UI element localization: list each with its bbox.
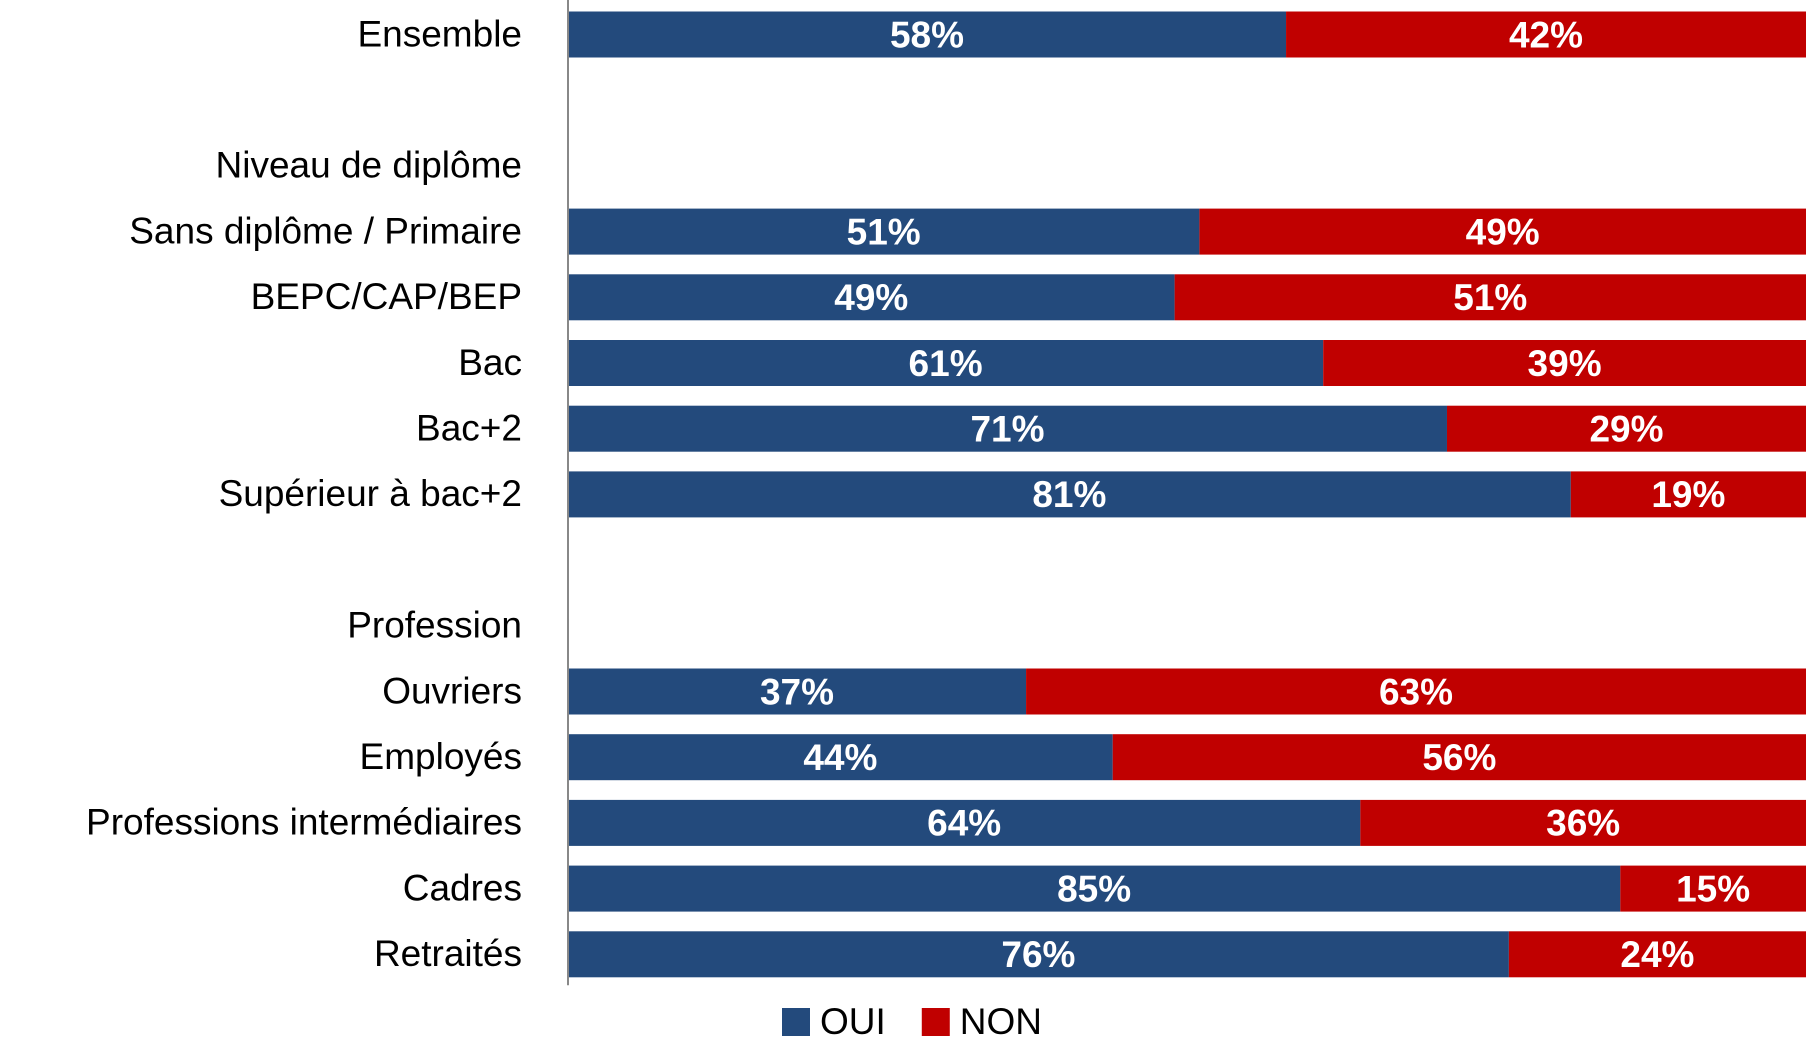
bar-segment xyxy=(568,274,1175,321)
value-label: 49% xyxy=(1466,211,1540,252)
bar-segment xyxy=(1508,931,1806,978)
category-label: Niveau de diplôme xyxy=(216,145,522,186)
value-label: 37% xyxy=(760,671,834,712)
category-label: Bac+2 xyxy=(416,407,522,448)
category-label: Supérieur à bac+2 xyxy=(219,473,522,514)
legend-label: OUI xyxy=(820,1001,886,1038)
category-label: Bac xyxy=(458,342,522,383)
bar-segment xyxy=(568,865,1621,912)
legend-label: NON xyxy=(960,1001,1042,1038)
category-label: Cadres xyxy=(403,867,522,908)
bar-segment xyxy=(568,340,1324,386)
bar-segment xyxy=(1360,799,1806,846)
bar-segment xyxy=(1199,208,1806,255)
bar-segment xyxy=(1446,405,1806,452)
bar-segment xyxy=(1323,340,1806,386)
value-label: 39% xyxy=(1528,343,1602,384)
bar-segment xyxy=(1026,668,1806,715)
value-label: 36% xyxy=(1546,803,1620,844)
bar-segment xyxy=(568,405,1447,452)
value-label: 15% xyxy=(1676,868,1750,909)
bar-segment xyxy=(568,208,1200,255)
value-label: 71% xyxy=(970,408,1044,449)
bar-segment xyxy=(568,11,1287,58)
category-label: Ensemble xyxy=(357,13,522,54)
value-label: 29% xyxy=(1589,408,1663,449)
legend-swatch xyxy=(782,1008,810,1036)
value-label: 56% xyxy=(1422,737,1496,778)
bar-segment xyxy=(1570,471,1806,518)
value-label: 19% xyxy=(1651,474,1725,515)
bar-segment xyxy=(568,799,1361,846)
value-label: 63% xyxy=(1379,671,1453,712)
bar-segment xyxy=(1174,274,1806,321)
value-label: 24% xyxy=(1620,934,1694,975)
value-label: 76% xyxy=(1001,934,1075,975)
category-label: BEPC/CAP/BEP xyxy=(251,276,522,317)
value-label: 64% xyxy=(927,803,1001,844)
category-label: Sans diplôme / Primaire xyxy=(129,210,522,251)
value-label: 61% xyxy=(909,343,983,384)
bar-segment xyxy=(568,931,1509,978)
value-label: 42% xyxy=(1509,14,1583,55)
value-label: 49% xyxy=(834,277,908,318)
bar-segment xyxy=(1112,734,1806,781)
value-label: 81% xyxy=(1032,474,1106,515)
value-label: 51% xyxy=(1453,277,1527,318)
category-label: Profession xyxy=(347,605,522,646)
value-label: 58% xyxy=(890,14,964,55)
bar-segment xyxy=(568,734,1113,781)
bar-segment xyxy=(1286,11,1806,58)
bar-segment xyxy=(568,668,1027,715)
category-label: Retraités xyxy=(374,933,522,974)
bar-segment xyxy=(1620,865,1806,912)
category-label: Employés xyxy=(360,736,522,777)
value-label: 85% xyxy=(1057,868,1131,909)
bar-segment xyxy=(568,471,1571,518)
category-label: Ouvriers xyxy=(382,670,522,711)
legend-swatch xyxy=(921,1008,950,1036)
value-label: 51% xyxy=(847,211,921,252)
value-label: 44% xyxy=(803,737,877,778)
category-label: Professions intermédiaires xyxy=(86,802,522,843)
